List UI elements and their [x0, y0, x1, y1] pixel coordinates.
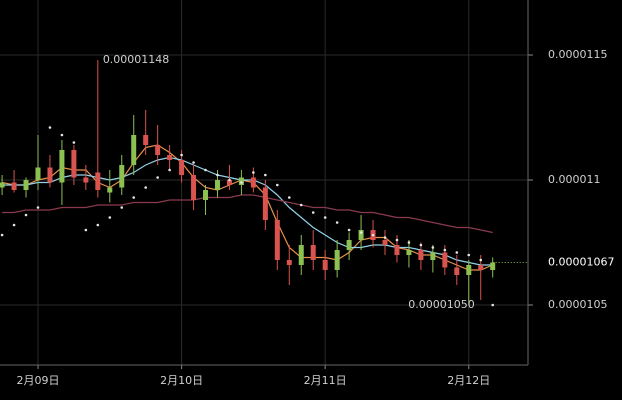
sar-dot [60, 133, 64, 137]
ma-line [2, 194, 493, 234]
x-tick-label: 2月09日 [16, 374, 59, 387]
sar-dot [156, 176, 159, 179]
sar-dot [323, 216, 327, 219]
candle-body [490, 262, 496, 270]
sar-dot [443, 248, 447, 252]
candle-body [430, 252, 436, 260]
sar-dot [132, 196, 136, 199]
candle-body [262, 187, 268, 220]
sar-dot [479, 258, 483, 262]
candle-body [0, 182, 5, 188]
candle-body [346, 240, 352, 250]
sar-dot [395, 238, 399, 242]
sar-dot [108, 216, 112, 219]
candle-body [47, 167, 53, 183]
sar-dot [419, 243, 423, 247]
candle-body [119, 165, 125, 188]
y-tick-label: 0.0000115 [548, 48, 608, 61]
candle-body [454, 267, 460, 275]
candle-body [203, 190, 209, 200]
sar-dot [335, 221, 339, 224]
sar-dot [48, 126, 52, 129]
y-tick-label: 0.000011 [548, 173, 601, 186]
ma-line [2, 156, 493, 266]
sar-dot [144, 186, 147, 189]
x-tick-label: 2月11日 [304, 374, 347, 387]
sar-dot [168, 168, 171, 172]
sar-dot [36, 206, 40, 209]
candle-body [11, 182, 17, 190]
sar-dot [12, 223, 16, 227]
sar-dot [252, 171, 255, 174]
sar-dot [192, 161, 195, 164]
sar-dot [347, 228, 351, 232]
sar-dot [276, 183, 279, 187]
sar-dot [180, 153, 183, 157]
sar-dot [264, 173, 267, 177]
candle-body [310, 245, 316, 260]
candle-body [406, 250, 412, 255]
candle-body [131, 135, 137, 165]
candle-body [23, 180, 29, 190]
sar-dot [359, 231, 363, 234]
sar-dot [84, 228, 88, 232]
candle-body [394, 245, 400, 255]
sar-dot [491, 303, 495, 307]
candle-body [322, 260, 328, 270]
sar-dot [407, 241, 411, 244]
sar-dot [204, 168, 207, 172]
sar-dot [120, 206, 124, 209]
sar-dot [24, 213, 28, 217]
sar-dot [228, 178, 231, 182]
sar-dot [431, 246, 435, 249]
candle-body [167, 155, 173, 160]
sar-dot [240, 181, 243, 184]
sar-dot [311, 211, 315, 214]
candle-body [226, 180, 232, 185]
sar-dot [287, 196, 291, 199]
x-tick-label: 2月10日 [160, 374, 203, 387]
candle-body [442, 252, 448, 268]
sar-dot [371, 233, 375, 237]
candle-body [179, 160, 185, 175]
sar-dot [383, 236, 387, 239]
sar-dot [96, 223, 100, 227]
y-tick-label: 0.0000105 [548, 298, 608, 311]
x-tick-label: 2月12日 [447, 374, 490, 387]
candle-body [143, 135, 149, 145]
candle-body [155, 145, 161, 155]
candle-body [382, 240, 388, 245]
candle-body [214, 180, 220, 190]
sar-dot [299, 203, 303, 207]
sar-dot [72, 141, 76, 144]
sar-dot [216, 173, 219, 177]
candle-body [95, 172, 101, 190]
candle-body [286, 260, 292, 265]
candle-body [250, 177, 256, 188]
candle-body [334, 250, 340, 270]
candle-body [298, 245, 304, 265]
max-label: 0.00001148 [103, 53, 169, 66]
sar-dot [0, 233, 4, 237]
candle-body [83, 177, 89, 183]
candle-body [466, 265, 472, 275]
candle-body [358, 230, 364, 240]
candle-body [35, 167, 41, 180]
candle-body [478, 265, 484, 270]
candle-body [191, 175, 197, 200]
candle-body [59, 150, 65, 183]
candle-body [274, 220, 280, 260]
candle-body [418, 250, 424, 260]
last-price-label: 0.00001067 [548, 256, 614, 269]
min-label: 0.00001050 [408, 298, 474, 311]
candle-body [71, 150, 77, 178]
sar-dot [467, 253, 471, 257]
sar-dot [455, 251, 459, 254]
candle-body [107, 187, 113, 193]
